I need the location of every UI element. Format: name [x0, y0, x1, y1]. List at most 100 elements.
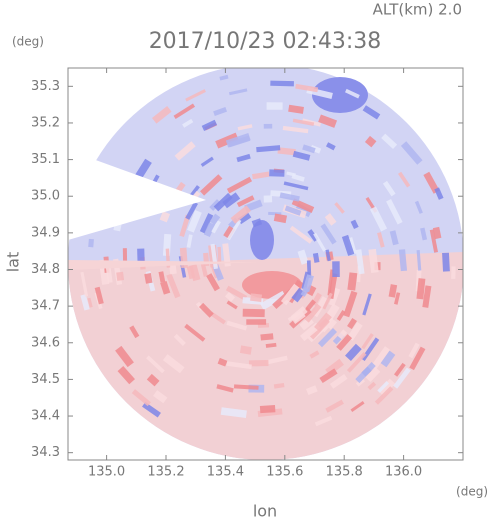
- echo-cell: [142, 401, 161, 418]
- echo-cell: [273, 213, 288, 224]
- echo-cell: [105, 263, 113, 283]
- echo-cell: [166, 273, 181, 299]
- y-tick-label: 35.0: [31, 189, 60, 204]
- echo-cell: [312, 252, 320, 263]
- no-echo: [68, 260, 261, 270]
- echo-cell: [252, 171, 270, 180]
- echo-cell: [263, 195, 273, 203]
- y-tick-label: 34.8: [31, 262, 60, 277]
- echo-cell: [277, 147, 296, 156]
- no-echo: [68, 150, 206, 240]
- echo-cell: [259, 405, 276, 414]
- echo-cell: [350, 400, 365, 413]
- echo-cell: [146, 373, 160, 387]
- echo-cell: [337, 329, 348, 340]
- echo-cell: [88, 238, 94, 248]
- altitude-label: ALT(km) 2.0: [373, 1, 462, 19]
- echo-cell: [380, 350, 396, 368]
- echo-cell: [158, 271, 166, 283]
- echo-cell: [219, 74, 229, 81]
- echo-cell: [144, 273, 153, 284]
- echo-cell: [263, 123, 273, 129]
- echo-cell: [246, 319, 267, 325]
- echo-cell: [287, 311, 300, 322]
- echo-cell: [328, 273, 338, 299]
- echo-cell: [228, 88, 248, 96]
- echo-cell: [302, 144, 316, 154]
- echo-cell: [216, 384, 234, 393]
- echo-cell: [186, 234, 193, 248]
- echo-cell: [94, 286, 104, 305]
- echo-cell: [256, 145, 281, 153]
- echo-cell: [381, 133, 398, 150]
- echo-cell: [361, 333, 374, 350]
- echo-cell: [236, 153, 251, 163]
- echo-cell: [306, 260, 312, 279]
- echo-cell: [209, 199, 221, 211]
- echo-cell: [200, 174, 223, 196]
- echo-cell: [242, 308, 265, 318]
- echo-cell: [152, 105, 172, 124]
- echo-cell: [416, 249, 422, 271]
- echo-cell: [423, 171, 440, 194]
- echo-cell: [422, 285, 432, 308]
- echo-cell: [286, 171, 296, 177]
- echo-cell: [226, 361, 252, 370]
- echo-cell: [336, 310, 346, 321]
- echo-cell: [346, 351, 367, 373]
- echo-cell: [226, 176, 253, 194]
- echo-cell: [173, 333, 186, 346]
- x-axis-label: lon: [253, 502, 277, 521]
- echo-cell: [306, 385, 318, 396]
- y-axis-label: lat: [4, 252, 23, 273]
- echo-cell: [304, 303, 322, 323]
- echo-cell: [325, 142, 336, 151]
- echo-cell: [200, 156, 214, 167]
- y-tick-label: 34.7: [31, 299, 60, 314]
- echo-cell: [226, 300, 238, 310]
- echo-cell: [319, 368, 338, 384]
- echo-cell: [184, 323, 206, 342]
- echo-cell: [248, 359, 269, 367]
- echo-cell: [350, 219, 359, 230]
- echo-cell: [369, 206, 388, 232]
- echo-cell: [347, 317, 358, 330]
- echo-cell: [432, 226, 442, 240]
- y-tick-label: 34.4: [31, 409, 60, 424]
- echo-cell: [129, 325, 140, 339]
- echo-cell: [222, 192, 241, 209]
- echo-cell: [328, 287, 341, 307]
- echo-cell: [388, 284, 398, 298]
- echo-cell: [429, 229, 439, 253]
- echo-cell: [398, 171, 411, 188]
- echo-cell: [382, 180, 396, 197]
- echo-cell: [80, 294, 90, 311]
- echo-cell: [251, 218, 263, 228]
- x-unit: (deg): [456, 485, 488, 499]
- echo-cell: [336, 334, 353, 351]
- echo-cell: [442, 252, 450, 272]
- echo-cell: [185, 201, 199, 220]
- echo-cell: [270, 80, 294, 87]
- echo-cell: [325, 399, 344, 413]
- echo-cell: [343, 290, 358, 318]
- echo-cell: [173, 103, 196, 119]
- echo-cell: [324, 213, 337, 226]
- echo-cell: [394, 292, 401, 305]
- echo-cell: [310, 144, 322, 154]
- echo-cell: [416, 278, 426, 300]
- echo-cell: [314, 415, 333, 427]
- echo-cell: [153, 390, 168, 404]
- echo-cell: [206, 273, 220, 292]
- echo-cell: [295, 83, 319, 93]
- echo-cell: [131, 389, 151, 407]
- echo-cell: [313, 232, 327, 252]
- echo-cell: [362, 105, 381, 120]
- echo-cell: [117, 366, 135, 385]
- echo-cell: [115, 345, 134, 368]
- echo-cell: [225, 285, 248, 301]
- echo-cell: [213, 107, 227, 116]
- x-tick-label: 135.4: [207, 465, 244, 480]
- echo-cell: [159, 211, 171, 223]
- echo-cell: [322, 292, 333, 310]
